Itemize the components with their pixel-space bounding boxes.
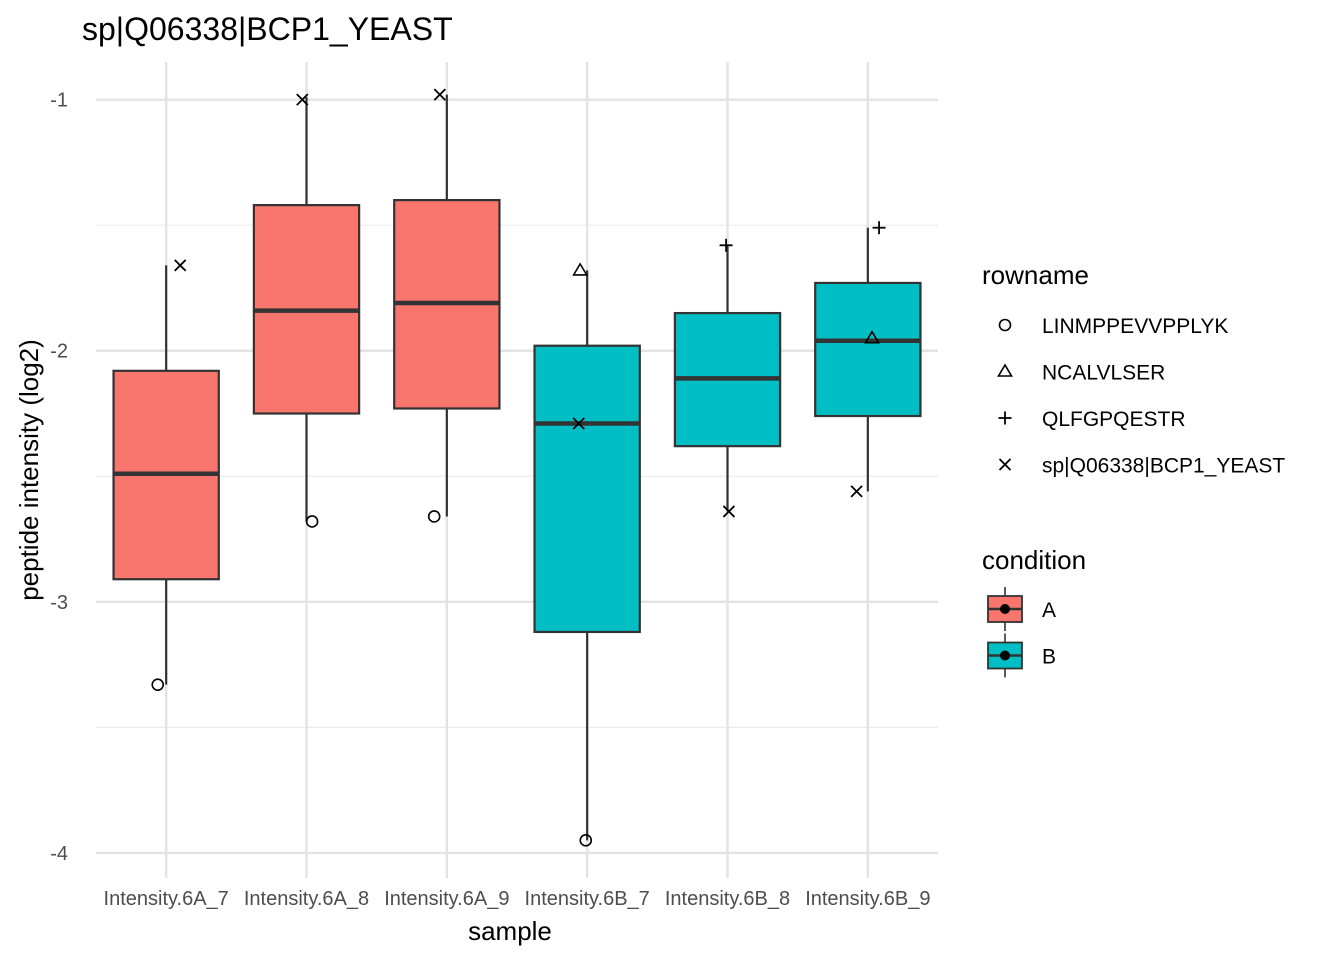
legend-key-circle (998, 318, 1012, 332)
legend-key-cross (998, 458, 1012, 471)
box-iqr (814, 281, 922, 418)
y-tick-label: -1 (50, 90, 68, 112)
legend-condition-label: B (1042, 646, 1056, 669)
x-tick-label: Intensity.6B_7 (525, 888, 650, 910)
cross-stroke (174, 259, 187, 272)
legend-rowname-label: sp|Q06338|BCP1_YEAST (1042, 455, 1285, 478)
data-point (572, 417, 585, 430)
data-point (579, 834, 593, 847)
legend-key-condition (987, 633, 1023, 678)
legend-key-triangle (997, 363, 1013, 377)
cross-stroke (850, 485, 863, 498)
chart-title: sp|Q06338|BCP1_YEAST (82, 11, 453, 47)
y-tick-label: -2 (50, 341, 68, 363)
data-point (850, 485, 863, 498)
legend-rowname-title: rowname (982, 260, 1089, 290)
box-Intensity.6B_7 (533, 270, 641, 841)
data-point (864, 330, 880, 344)
data-point (722, 505, 736, 518)
legend-key-plus (998, 411, 1012, 425)
x-tick-label: Intensity.6A_8 (244, 888, 369, 910)
legend-condition: condition A B (982, 545, 1086, 678)
data-point (433, 88, 446, 101)
y-axis-label: peptide intensity (log2) (14, 339, 44, 601)
cross-stroke (572, 417, 585, 430)
box-Intensity.6B_8 (673, 245, 782, 512)
y-tick-label: -4 (50, 843, 68, 865)
box-layer (112, 94, 922, 841)
x-tick-label: Intensity.6A_7 (104, 888, 229, 910)
x-tick-label: Intensity.6A_9 (384, 888, 509, 910)
legend-key-dot (1000, 604, 1010, 614)
point-layer (151, 88, 886, 847)
x-tick-label: Intensity.6B_8 (665, 888, 790, 910)
data-point (719, 238, 733, 252)
y-tick-labels: -1 -2 -3 -4 (50, 90, 68, 865)
grid-lines (96, 62, 938, 878)
data-point (151, 678, 165, 691)
data-point (305, 515, 319, 528)
box-Intensity.6A_9 (393, 94, 501, 517)
box-Intensity.6B_9 (814, 227, 922, 492)
legend-condition-title: condition (982, 545, 1086, 575)
legend-key-dot (1000, 650, 1010, 661)
box-iqr (533, 344, 641, 634)
x-tick-labels: Intensity.6A_7 Intensity.6A_8 Intensity.6A… (104, 888, 931, 910)
legend-rowname-label: QLFGPQESTR (1042, 408, 1186, 431)
data-point (872, 221, 886, 235)
box-Intensity.6A_8 (252, 97, 361, 522)
legend-condition-label: A (1042, 599, 1056, 622)
x-axis-label: sample (468, 916, 552, 946)
legend-rowname-label: LINMPPEVVPPLYK (1042, 315, 1228, 338)
cross-stroke (296, 93, 309, 106)
legend-key-condition (987, 587, 1023, 631)
cross-stroke (722, 505, 736, 518)
data-point (427, 510, 441, 523)
data-point (572, 262, 589, 276)
legend-rowname: rowname LINMPPEVVPPLYK NCALVLSER QLFGPQEST… (982, 260, 1285, 478)
y-tick-label: -3 (50, 592, 68, 614)
data-point (296, 93, 309, 106)
cross-stroke (433, 88, 446, 101)
x-tick-label: Intensity.6B_9 (805, 888, 930, 910)
box-Intensity.6A_7 (112, 265, 220, 685)
cross-stroke (998, 458, 1012, 471)
legend-rowname-label: NCALVLSER (1042, 362, 1165, 385)
data-point (174, 259, 187, 272)
